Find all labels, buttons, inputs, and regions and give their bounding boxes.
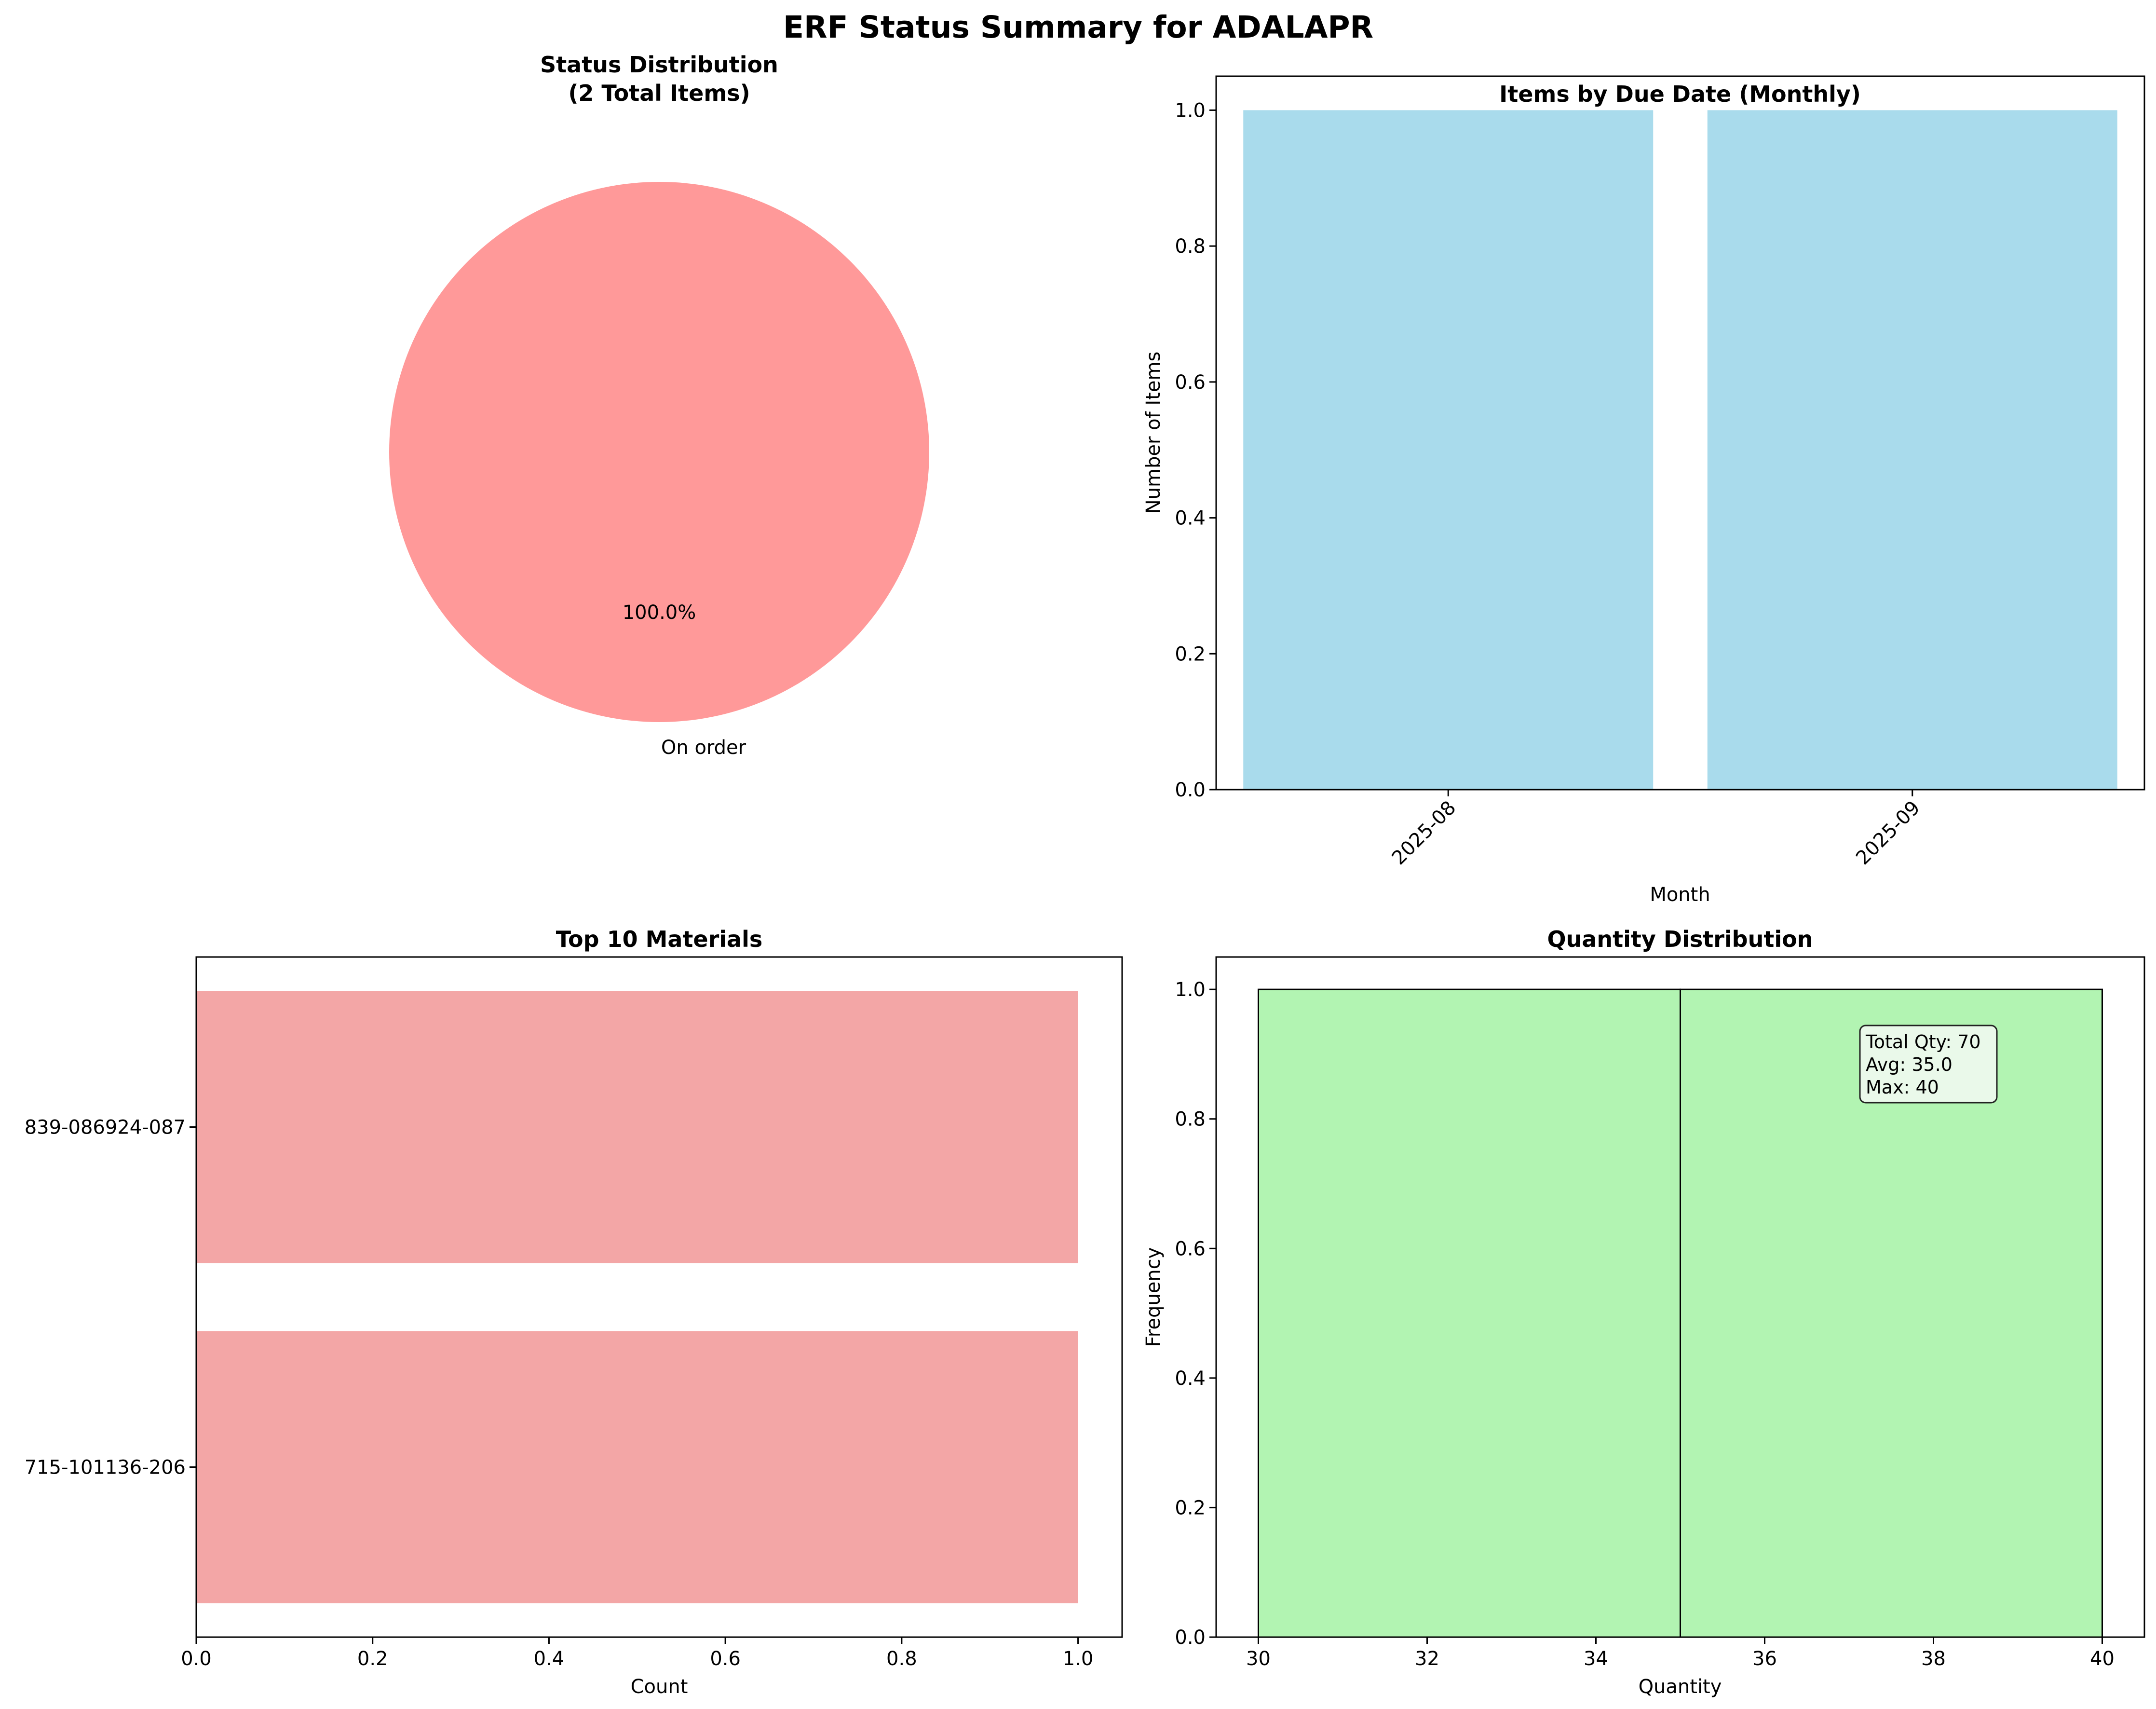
x-tick-label: 40 [2090, 1648, 2115, 1670]
bar-x-axis-label: Month [1650, 884, 1710, 906]
y-tick-label: 1.0 [1175, 979, 1206, 1001]
barh-bar [196, 991, 1078, 1263]
x-tick-label: 30 [1246, 1648, 1271, 1670]
y-tick-label: 0.4 [1175, 1367, 1206, 1390]
hist-stats-annotation: Total Qty: 70 Avg: 35.0 Max: 40 [1859, 1025, 1998, 1104]
x-tick-label: 0.6 [710, 1648, 741, 1670]
y-tick-label: 0.8 [1175, 235, 1206, 258]
status-pie-chart: Status Distribution (2 Total Items) 100.… [389, 52, 929, 759]
y-tick-label: 0.0 [1175, 1627, 1206, 1649]
material-label: 715-101136-206 [25, 1457, 186, 1479]
pie-slice-percent: 100.0% [623, 602, 696, 624]
hist-stats-box [1859, 1025, 1998, 1104]
hist-y-axis-label: Frequency [1142, 1247, 1165, 1347]
stats-total-qty: Total Qty: 70 [1865, 1031, 1981, 1053]
barh-plot-frame [195, 956, 1123, 1638]
x-tick-label: 1.0 [1063, 1648, 1094, 1670]
bar [1707, 110, 2117, 790]
x-tick-label: 38 [1921, 1648, 1946, 1670]
bar [1243, 110, 1654, 790]
y-tick-label: 0.2 [1175, 643, 1206, 665]
hist-x-axis-label: Quantity [1639, 1676, 1722, 1698]
pie-title-line1: Status Distribution [540, 52, 778, 78]
stats-max: Max: 40 [1866, 1077, 1939, 1098]
y-tick-label: 0.8 [1175, 1108, 1206, 1131]
pie-slice-label: On order [661, 737, 746, 759]
y-tick-label: 0.4 [1175, 507, 1206, 530]
y-tick-label: 0.2 [1175, 1497, 1206, 1519]
materials-barh-chart: Top 10 Materials 0.0 0.2 0.4 0.6 0.8 1.0 715-… [25, 926, 1123, 1698]
x-tick-label: 34 [1584, 1648, 1608, 1670]
hist-bin [1258, 988, 1681, 1638]
pie-title-line2: (2 Total Items) [568, 80, 750, 106]
barh-bar [196, 1331, 1078, 1603]
x-tick-label: 0.8 [886, 1648, 917, 1670]
hist-title: Quantity Distribution [1547, 926, 1813, 952]
bar-plot-frame [1215, 75, 2145, 791]
stats-avg: Avg: 35.0 [1866, 1054, 1953, 1075]
y-tick-label: 1.0 [1175, 99, 1206, 122]
x-tick-label: 0.4 [534, 1648, 565, 1670]
y-tick-label: 0.0 [1175, 779, 1206, 801]
figure-title: ERF Status Summary for ADALAPR [783, 10, 1373, 45]
bar-y-axis-label: Number of Items [1142, 352, 1165, 514]
bar-title: Items by Due Date (Monthly) [1499, 81, 1861, 107]
due-date-bar-chart: Items by Due Date (Monthly) 0.0 0.2 0.4 0.6… [1142, 75, 2145, 906]
x-tick-label: 32 [1415, 1648, 1439, 1670]
hist-plot-frame [1215, 956, 2145, 1638]
x-tick-label: 0.2 [357, 1648, 388, 1670]
barh-x-axis-label: Count [631, 1676, 688, 1698]
material-label: 839-086924-087 [25, 1117, 186, 1139]
pie-slice [389, 182, 929, 722]
quantity-histogram: Quantity Distribution 30 32 34 36 38 40 0.0 0.… [1142, 926, 2145, 1698]
x-tick-label: 36 [1752, 1648, 1777, 1670]
x-tick-label: 0.0 [181, 1648, 212, 1670]
y-tick-label: 0.6 [1175, 371, 1206, 394]
y-tick-label: 0.6 [1175, 1238, 1206, 1260]
barh-title: Top 10 Materials [556, 926, 763, 952]
